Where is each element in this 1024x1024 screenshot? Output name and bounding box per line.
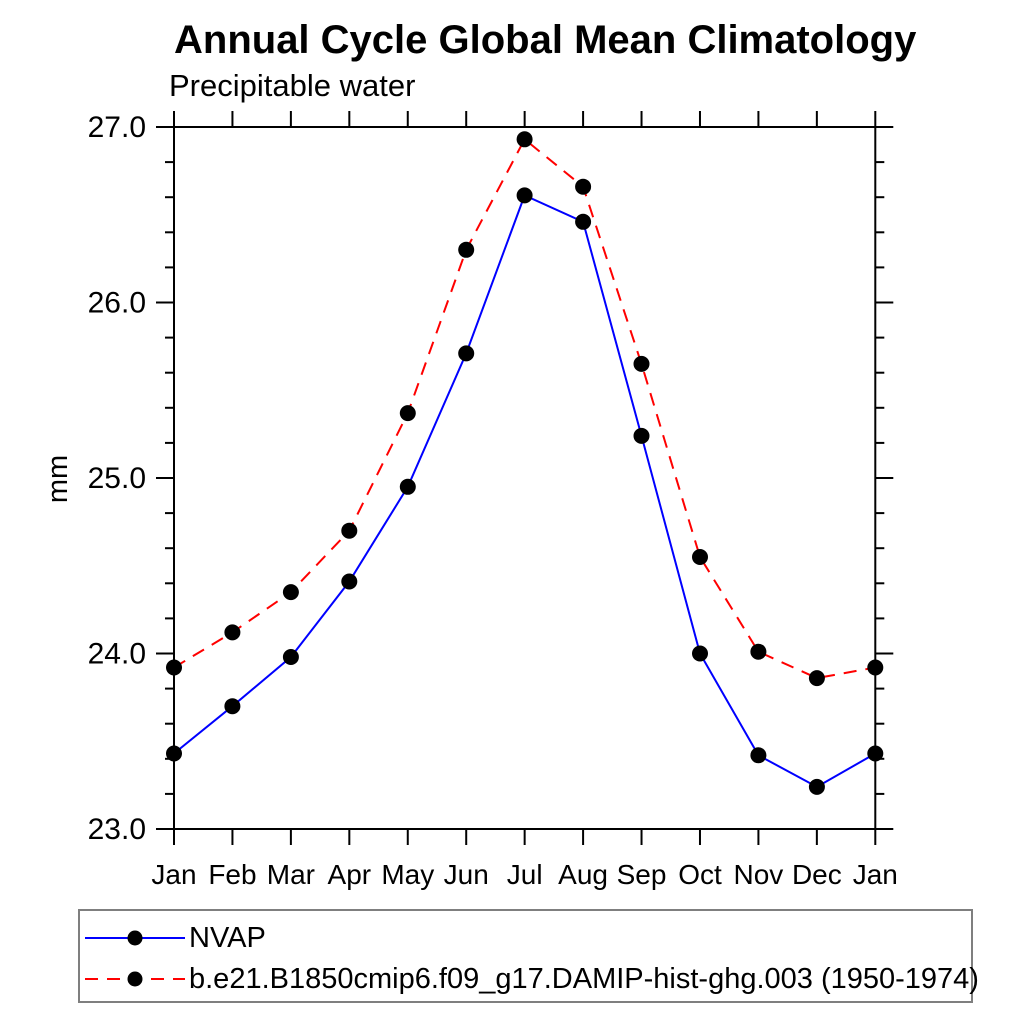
series-marker-0 [808, 778, 825, 795]
y-tick-label: 26.0 [88, 287, 146, 320]
y-axis-label: mm [42, 454, 74, 504]
x-tick-label: Feb [208, 859, 256, 890]
series-marker-0 [633, 427, 650, 444]
series-marker-0 [867, 745, 884, 762]
series-marker-0 [282, 649, 299, 665]
series-marker-1 [399, 405, 416, 422]
x-tick-label: Jan [853, 859, 898, 890]
y-tick-label: 24.0 [88, 638, 146, 671]
legend-entry-model: b.e21.B1850cmip6.f09_g17.DAMIP-hist-ghg.… [80, 959, 979, 999]
series-marker-0 [341, 573, 358, 590]
x-tick-label: Jan [151, 859, 196, 890]
series-line-0 [173, 194, 876, 789]
legend-label-nvap: NVAP [189, 921, 266, 954]
y-tick-label: 25.0 [88, 462, 146, 495]
series-marker-1 [282, 584, 299, 601]
series-marker-1 [867, 659, 884, 676]
x-tick-label: Mar [267, 859, 315, 890]
chart-subtitle: Precipitable water [169, 68, 416, 103]
legend-label-model: b.e21.B1850cmip6.f09_g17.DAMIP-hist-ghg.… [189, 962, 979, 995]
series-marker-0 [166, 745, 182, 762]
series-marker-1 [166, 659, 182, 676]
series-marker-0 [458, 345, 475, 362]
legend-line-sample-nvap [85, 930, 185, 946]
series-marker-0 [516, 187, 533, 204]
x-tick-label: May [381, 859, 434, 890]
legend-line-sample-model [85, 971, 185, 987]
x-tick-label: Jul [507, 859, 543, 890]
x-tick-label: Nov [734, 859, 784, 890]
x-tick-label: Oct [678, 859, 722, 890]
series-marker-0 [750, 747, 767, 764]
series-marker-1 [808, 670, 825, 687]
series-marker-1 [341, 522, 358, 539]
series-marker-0 [224, 698, 241, 715]
x-tick-label: Jun [444, 859, 489, 890]
series-marker-1 [516, 131, 533, 148]
series-marker-1 [692, 549, 708, 565]
chart-title: Annual Cycle Global Mean Climatology [174, 18, 917, 62]
x-tick-label: Aug [558, 859, 608, 890]
legend: NVAP b.e21.B1850cmip6.f09_g17.DAMIP-hist… [78, 909, 979, 1003]
series-marker-0 [399, 478, 416, 495]
y-tick-label: 27.0 [88, 111, 146, 144]
series-marker-1 [633, 355, 650, 372]
plot-frame [173, 126, 877, 830]
series-marker-1 [575, 178, 592, 195]
x-tick-label: Apr [328, 859, 372, 890]
x-tick-label: Sep [617, 859, 667, 890]
y-tick-label: 23.0 [88, 813, 146, 846]
series-marker-0 [692, 645, 708, 662]
series-marker-1 [458, 241, 475, 258]
series-marker-1 [750, 643, 767, 660]
series-marker-0 [575, 213, 592, 230]
series-marker-1 [224, 624, 241, 641]
legend-entry-nvap: NVAP [80, 918, 266, 958]
x-tick-label: Dec [792, 859, 842, 890]
series-line-1 [173, 137, 876, 680]
